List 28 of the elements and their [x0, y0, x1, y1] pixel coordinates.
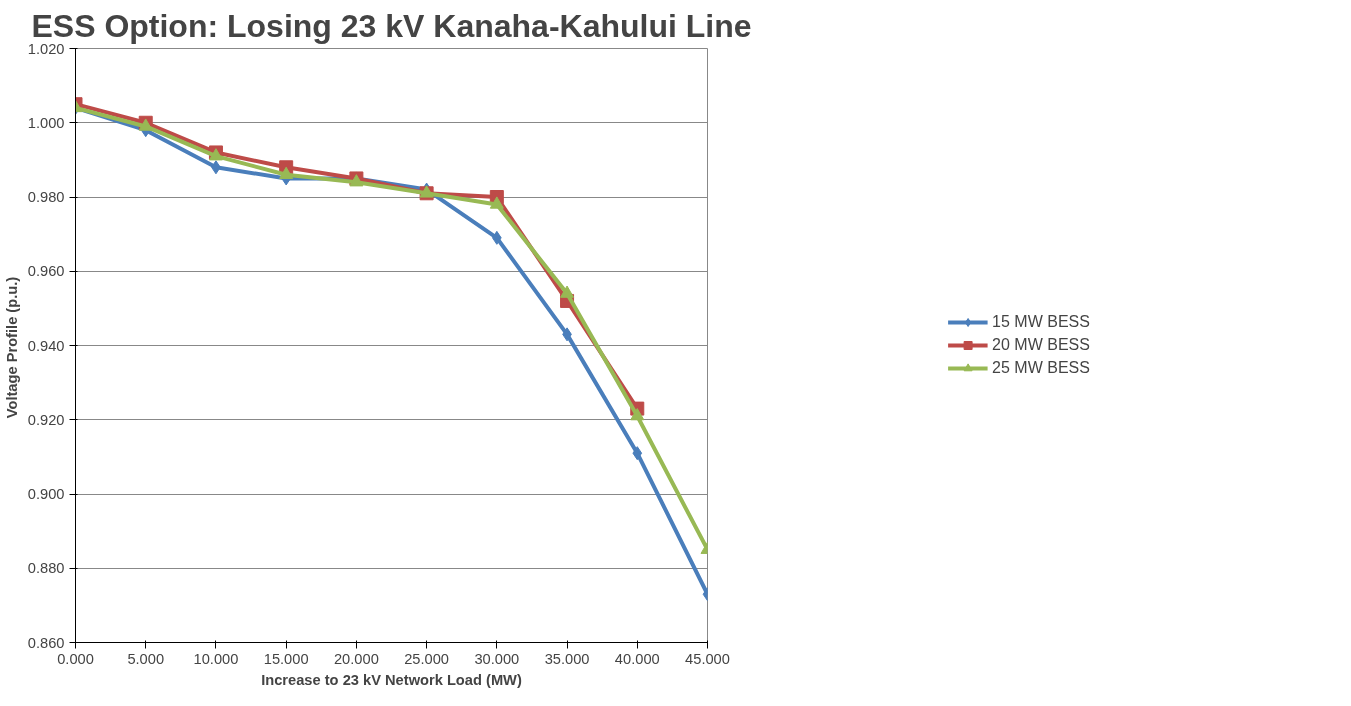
x-tick-label: 25.000 [404, 650, 450, 667]
x-tick-label: 15.000 [263, 650, 309, 667]
x-tick-label: 45.000 [685, 650, 730, 667]
point [279, 166, 294, 179]
y-tick-label: 0.980 [27, 189, 65, 205]
legend-label: 25 MW BESS [992, 359, 1090, 377]
point [489, 196, 504, 209]
y-tick-label: 0.960 [27, 263, 65, 280]
x-tick-label: 5.000 [127, 650, 165, 667]
y-tick-label: 1.000 [27, 114, 65, 131]
x-tick-label: 35.000 [544, 650, 590, 667]
point [632, 446, 643, 461]
y-tick-label: 0.880 [27, 560, 65, 577]
legend-label: 20 MW BESS [992, 336, 1090, 354]
y-axis-title: Voltage Profile (p.u.) [3, 276, 20, 419]
y-tick-label: 0.940 [27, 337, 65, 354]
y-tick-label: 0.900 [27, 486, 65, 502]
point [560, 285, 575, 298]
x-tick-label: 0.000 [57, 650, 94, 667]
x-tick-label: 30.000 [474, 650, 520, 667]
y-tick-label: 0.920 [27, 411, 65, 428]
x-tick-label: 40.000 [614, 650, 660, 667]
x-tick-label: 10.000 [193, 650, 239, 667]
y-tick-label: 0.860 [27, 634, 65, 651]
x-tick-label: 20.000 [333, 650, 379, 667]
legend-label: 15 MW BESS [992, 313, 1090, 331]
point [630, 408, 645, 421]
x-axis-title: Increase to 23 kV Network Load (MW) [261, 671, 522, 688]
